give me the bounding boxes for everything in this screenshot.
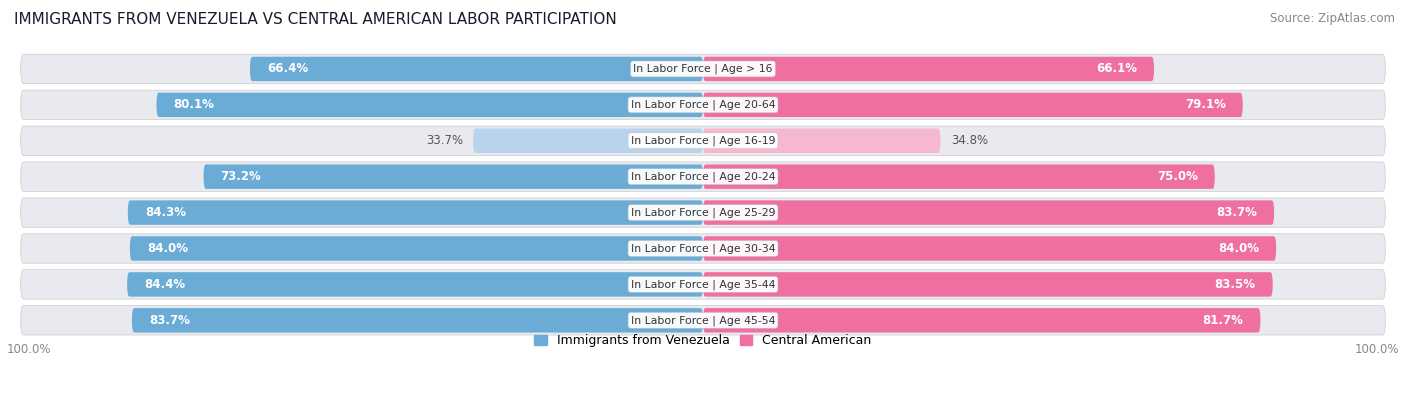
- Text: In Labor Force | Age 35-44: In Labor Force | Age 35-44: [631, 279, 775, 290]
- FancyBboxPatch shape: [129, 236, 703, 261]
- Text: IMMIGRANTS FROM VENEZUELA VS CENTRAL AMERICAN LABOR PARTICIPATION: IMMIGRANTS FROM VENEZUELA VS CENTRAL AME…: [14, 12, 617, 27]
- Text: Source: ZipAtlas.com: Source: ZipAtlas.com: [1270, 12, 1395, 25]
- Text: 79.1%: 79.1%: [1185, 98, 1226, 111]
- FancyBboxPatch shape: [21, 162, 1385, 192]
- Text: In Labor Force | Age 30-34: In Labor Force | Age 30-34: [631, 243, 775, 254]
- Text: In Labor Force | Age 20-64: In Labor Force | Age 20-64: [631, 100, 775, 110]
- FancyBboxPatch shape: [204, 164, 703, 189]
- FancyBboxPatch shape: [703, 93, 1243, 117]
- FancyBboxPatch shape: [21, 306, 1385, 335]
- FancyBboxPatch shape: [127, 272, 703, 297]
- Text: 66.4%: 66.4%: [267, 62, 308, 75]
- FancyBboxPatch shape: [21, 270, 1385, 299]
- Text: 73.2%: 73.2%: [221, 170, 262, 183]
- FancyBboxPatch shape: [21, 198, 1385, 227]
- FancyBboxPatch shape: [21, 54, 1385, 84]
- FancyBboxPatch shape: [156, 93, 703, 117]
- Text: In Labor Force | Age 45-54: In Labor Force | Age 45-54: [631, 315, 775, 325]
- Text: 80.1%: 80.1%: [173, 98, 214, 111]
- FancyBboxPatch shape: [21, 90, 1385, 120]
- Text: 84.4%: 84.4%: [145, 278, 186, 291]
- FancyBboxPatch shape: [703, 200, 1274, 225]
- FancyBboxPatch shape: [132, 308, 703, 333]
- FancyBboxPatch shape: [250, 57, 703, 81]
- Text: In Labor Force | Age 20-24: In Labor Force | Age 20-24: [631, 171, 775, 182]
- Text: 34.8%: 34.8%: [950, 134, 988, 147]
- Text: 33.7%: 33.7%: [426, 134, 463, 147]
- Text: 83.7%: 83.7%: [1216, 206, 1257, 219]
- FancyBboxPatch shape: [703, 128, 941, 153]
- FancyBboxPatch shape: [21, 234, 1385, 263]
- Text: 84.3%: 84.3%: [145, 206, 186, 219]
- FancyBboxPatch shape: [472, 128, 703, 153]
- FancyBboxPatch shape: [703, 164, 1215, 189]
- FancyBboxPatch shape: [703, 308, 1260, 333]
- Text: 66.1%: 66.1%: [1095, 62, 1137, 75]
- Legend: Immigrants from Venezuela, Central American: Immigrants from Venezuela, Central Ameri…: [530, 329, 876, 352]
- Text: 84.0%: 84.0%: [1218, 242, 1260, 255]
- Text: 100.0%: 100.0%: [1354, 342, 1399, 356]
- Text: 83.5%: 83.5%: [1215, 278, 1256, 291]
- Text: 100.0%: 100.0%: [7, 342, 52, 356]
- FancyBboxPatch shape: [703, 236, 1277, 261]
- Text: 84.0%: 84.0%: [146, 242, 188, 255]
- Text: 81.7%: 81.7%: [1202, 314, 1243, 327]
- FancyBboxPatch shape: [128, 200, 703, 225]
- Text: In Labor Force | Age 16-19: In Labor Force | Age 16-19: [631, 135, 775, 146]
- FancyBboxPatch shape: [703, 57, 1154, 81]
- Text: In Labor Force | Age > 16: In Labor Force | Age > 16: [633, 64, 773, 74]
- Text: 75.0%: 75.0%: [1157, 170, 1198, 183]
- FancyBboxPatch shape: [703, 272, 1272, 297]
- Text: 83.7%: 83.7%: [149, 314, 190, 327]
- Text: In Labor Force | Age 25-29: In Labor Force | Age 25-29: [631, 207, 775, 218]
- FancyBboxPatch shape: [21, 126, 1385, 156]
